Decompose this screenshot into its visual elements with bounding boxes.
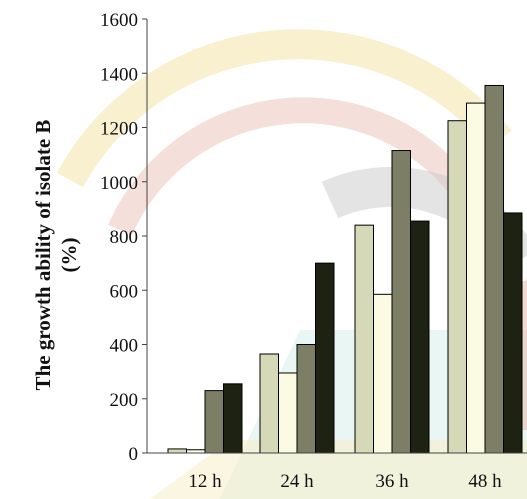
bar-12h-series-4 (223, 383, 243, 454)
y-tick-label: 400 (110, 336, 139, 357)
bar-24h-series-4 (315, 262, 335, 454)
bar-48h-series-2 (466, 102, 486, 454)
bar-36h-series-2 (373, 293, 393, 454)
bar-series (167, 84, 523, 454)
bar-24h-series-3 (296, 344, 316, 454)
x-tick-label: 24 h (280, 471, 314, 492)
y-axis-title-line-1: The growth ability of isolate B (31, 120, 55, 391)
bar-48h-series-4 (503, 212, 523, 454)
watermark-wedge-yellow (150, 440, 527, 499)
y-tick-label: 0 (129, 444, 139, 465)
y-axis-title-line-2: (%) (57, 238, 81, 273)
bar-24h-series-1 (259, 353, 279, 454)
y-axis-title: The growth ability of isolate B (%) (31, 120, 81, 391)
bar-36h-series-1 (354, 224, 374, 454)
bar-24h-series-2 (278, 372, 298, 454)
y-tick-label: 1200 (100, 119, 138, 140)
y-tick-label: 200 (110, 390, 139, 411)
x-tick-label: 12 h (188, 471, 222, 492)
bar-36h-series-4 (410, 220, 430, 454)
bar-48h-series-3 (484, 84, 504, 454)
y-tick-label: 600 (110, 281, 139, 302)
y-tick-label: 1000 (100, 173, 138, 194)
watermark-arc-yellow (56, 29, 512, 188)
x-tick-label: 48 h (468, 471, 502, 492)
bar-36h-series-3 (391, 150, 411, 454)
y-tick-label: 800 (110, 227, 139, 248)
bar-12h-series-3 (204, 390, 224, 454)
y-tick-label: 1400 (100, 64, 138, 85)
watermark-arc-red (108, 97, 481, 236)
y-axis: 0 200 400 600 800 1000 1200 1400 1600 (100, 10, 148, 465)
x-tick-label: 36 h (375, 471, 409, 492)
x-axis: 12 h 24 h 36 h 48 h (147, 452, 527, 492)
bar-48h-series-1 (447, 120, 467, 454)
y-tick-label: 1600 (100, 10, 138, 31)
bar-12h-series-1 (167, 448, 187, 454)
